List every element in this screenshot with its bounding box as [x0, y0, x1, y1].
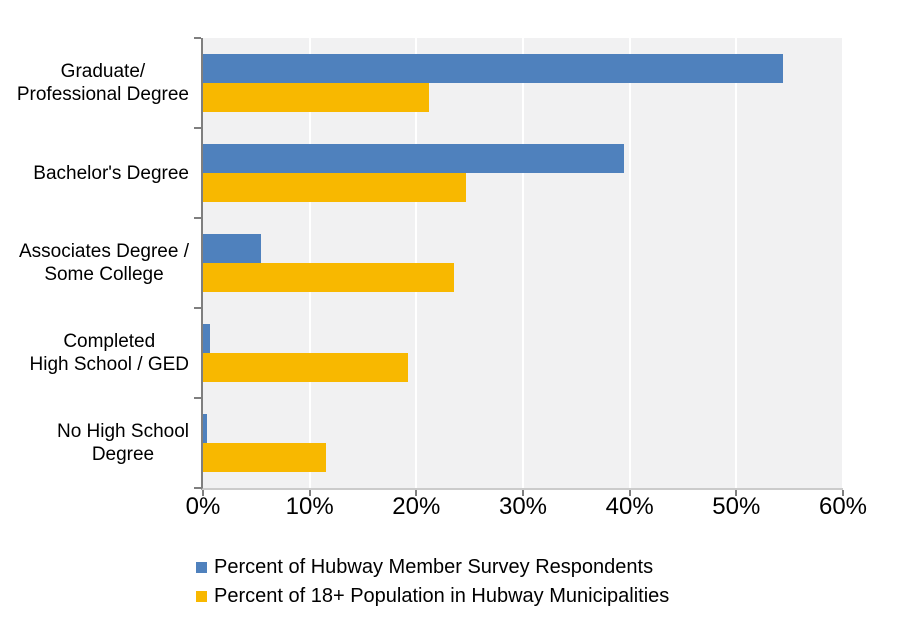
- gridline: [522, 38, 524, 488]
- x-axis-tick-label: 50%: [712, 493, 761, 520]
- bar-series-0-category-0: [203, 54, 784, 83]
- x-axis-tick: [308, 490, 311, 496]
- x-axis-tick-label: 30%: [498, 493, 548, 520]
- gridline: [628, 38, 631, 488]
- legend-item: Percent of Hubway Member Survey Responde…: [196, 553, 669, 582]
- y-axis-tick: [194, 37, 201, 39]
- legend-label: Percent of Hubway Member Survey Responde…: [214, 556, 654, 578]
- y-axis-tick: [194, 397, 201, 399]
- category-label: Completed High School / GED: [0, 308, 196, 398]
- y-axis-tick: [194, 127, 201, 129]
- x-axis-tick: [628, 490, 631, 496]
- x-axis-tick-label: 0%: [185, 493, 221, 520]
- x-axis-tick: [415, 490, 418, 496]
- x-axis-tick-label: 40%: [605, 493, 654, 520]
- category-label: No High School Degree: [0, 398, 196, 488]
- category-label: Graduate/Professional Degree: [0, 38, 196, 128]
- x-axis-tick: [202, 490, 204, 496]
- category-label-text: Associates Degree / Some College: [18, 241, 189, 285]
- x-axis-tick-label: 60%: [818, 493, 868, 520]
- bar-series-0-category-1: [203, 144, 625, 173]
- x-axis-tick: [735, 490, 738, 496]
- x-axis-tick: [842, 490, 844, 496]
- x-axis-tick-label: 10%: [285, 493, 334, 520]
- bar-series-1-category-1: [203, 173, 467, 202]
- plot-area: [194, 37, 844, 496]
- gridline: [735, 38, 738, 488]
- bar-series-0-category-4: [203, 414, 208, 443]
- y-axis-tick: [194, 217, 201, 219]
- legend-marker-icon: [196, 562, 207, 573]
- x-axis-tick: [522, 490, 524, 496]
- category-label: Bachelor's Degree: [0, 128, 196, 218]
- bar-series-1-category-3: [203, 353, 408, 382]
- bar-series-0-category-3: [203, 324, 211, 353]
- x-axis-tick-label: 20%: [392, 493, 441, 520]
- x-axis-tick-labels: 0% 10% 20% 30% 40% 50% 60%: [186, 493, 867, 523]
- legend-item: Percent of 18+ Population in Hubway Muni…: [196, 582, 669, 611]
- category-label: Associates Degree / Some College: [0, 218, 196, 308]
- category-label-text: Bachelor's Degree: [33, 162, 189, 184]
- category-label-text: Completed High School / GED: [29, 331, 189, 375]
- bar-series-1-category-4: [203, 443, 326, 472]
- bar-series-1-category-0: [203, 83, 430, 112]
- gridline: [842, 38, 844, 488]
- bar-series-0-category-2: [203, 234, 261, 263]
- y-axis-tick: [194, 487, 201, 489]
- legend-marker-icon: [196, 591, 207, 602]
- category-label-text: Graduate/Professional Degree: [16, 61, 189, 105]
- legend: Percent of Hubway Member Survey Responde…: [196, 553, 669, 611]
- category-label-text: No High School Degree: [56, 421, 189, 465]
- legend-label: Percent of 18+ Population in Hubway Muni…: [214, 585, 670, 607]
- bar-series-1-category-2: [203, 263, 454, 292]
- y-axis-tick: [194, 307, 201, 309]
- category-labels: Graduate/Professional Degree Bachelor's D…: [0, 38, 196, 488]
